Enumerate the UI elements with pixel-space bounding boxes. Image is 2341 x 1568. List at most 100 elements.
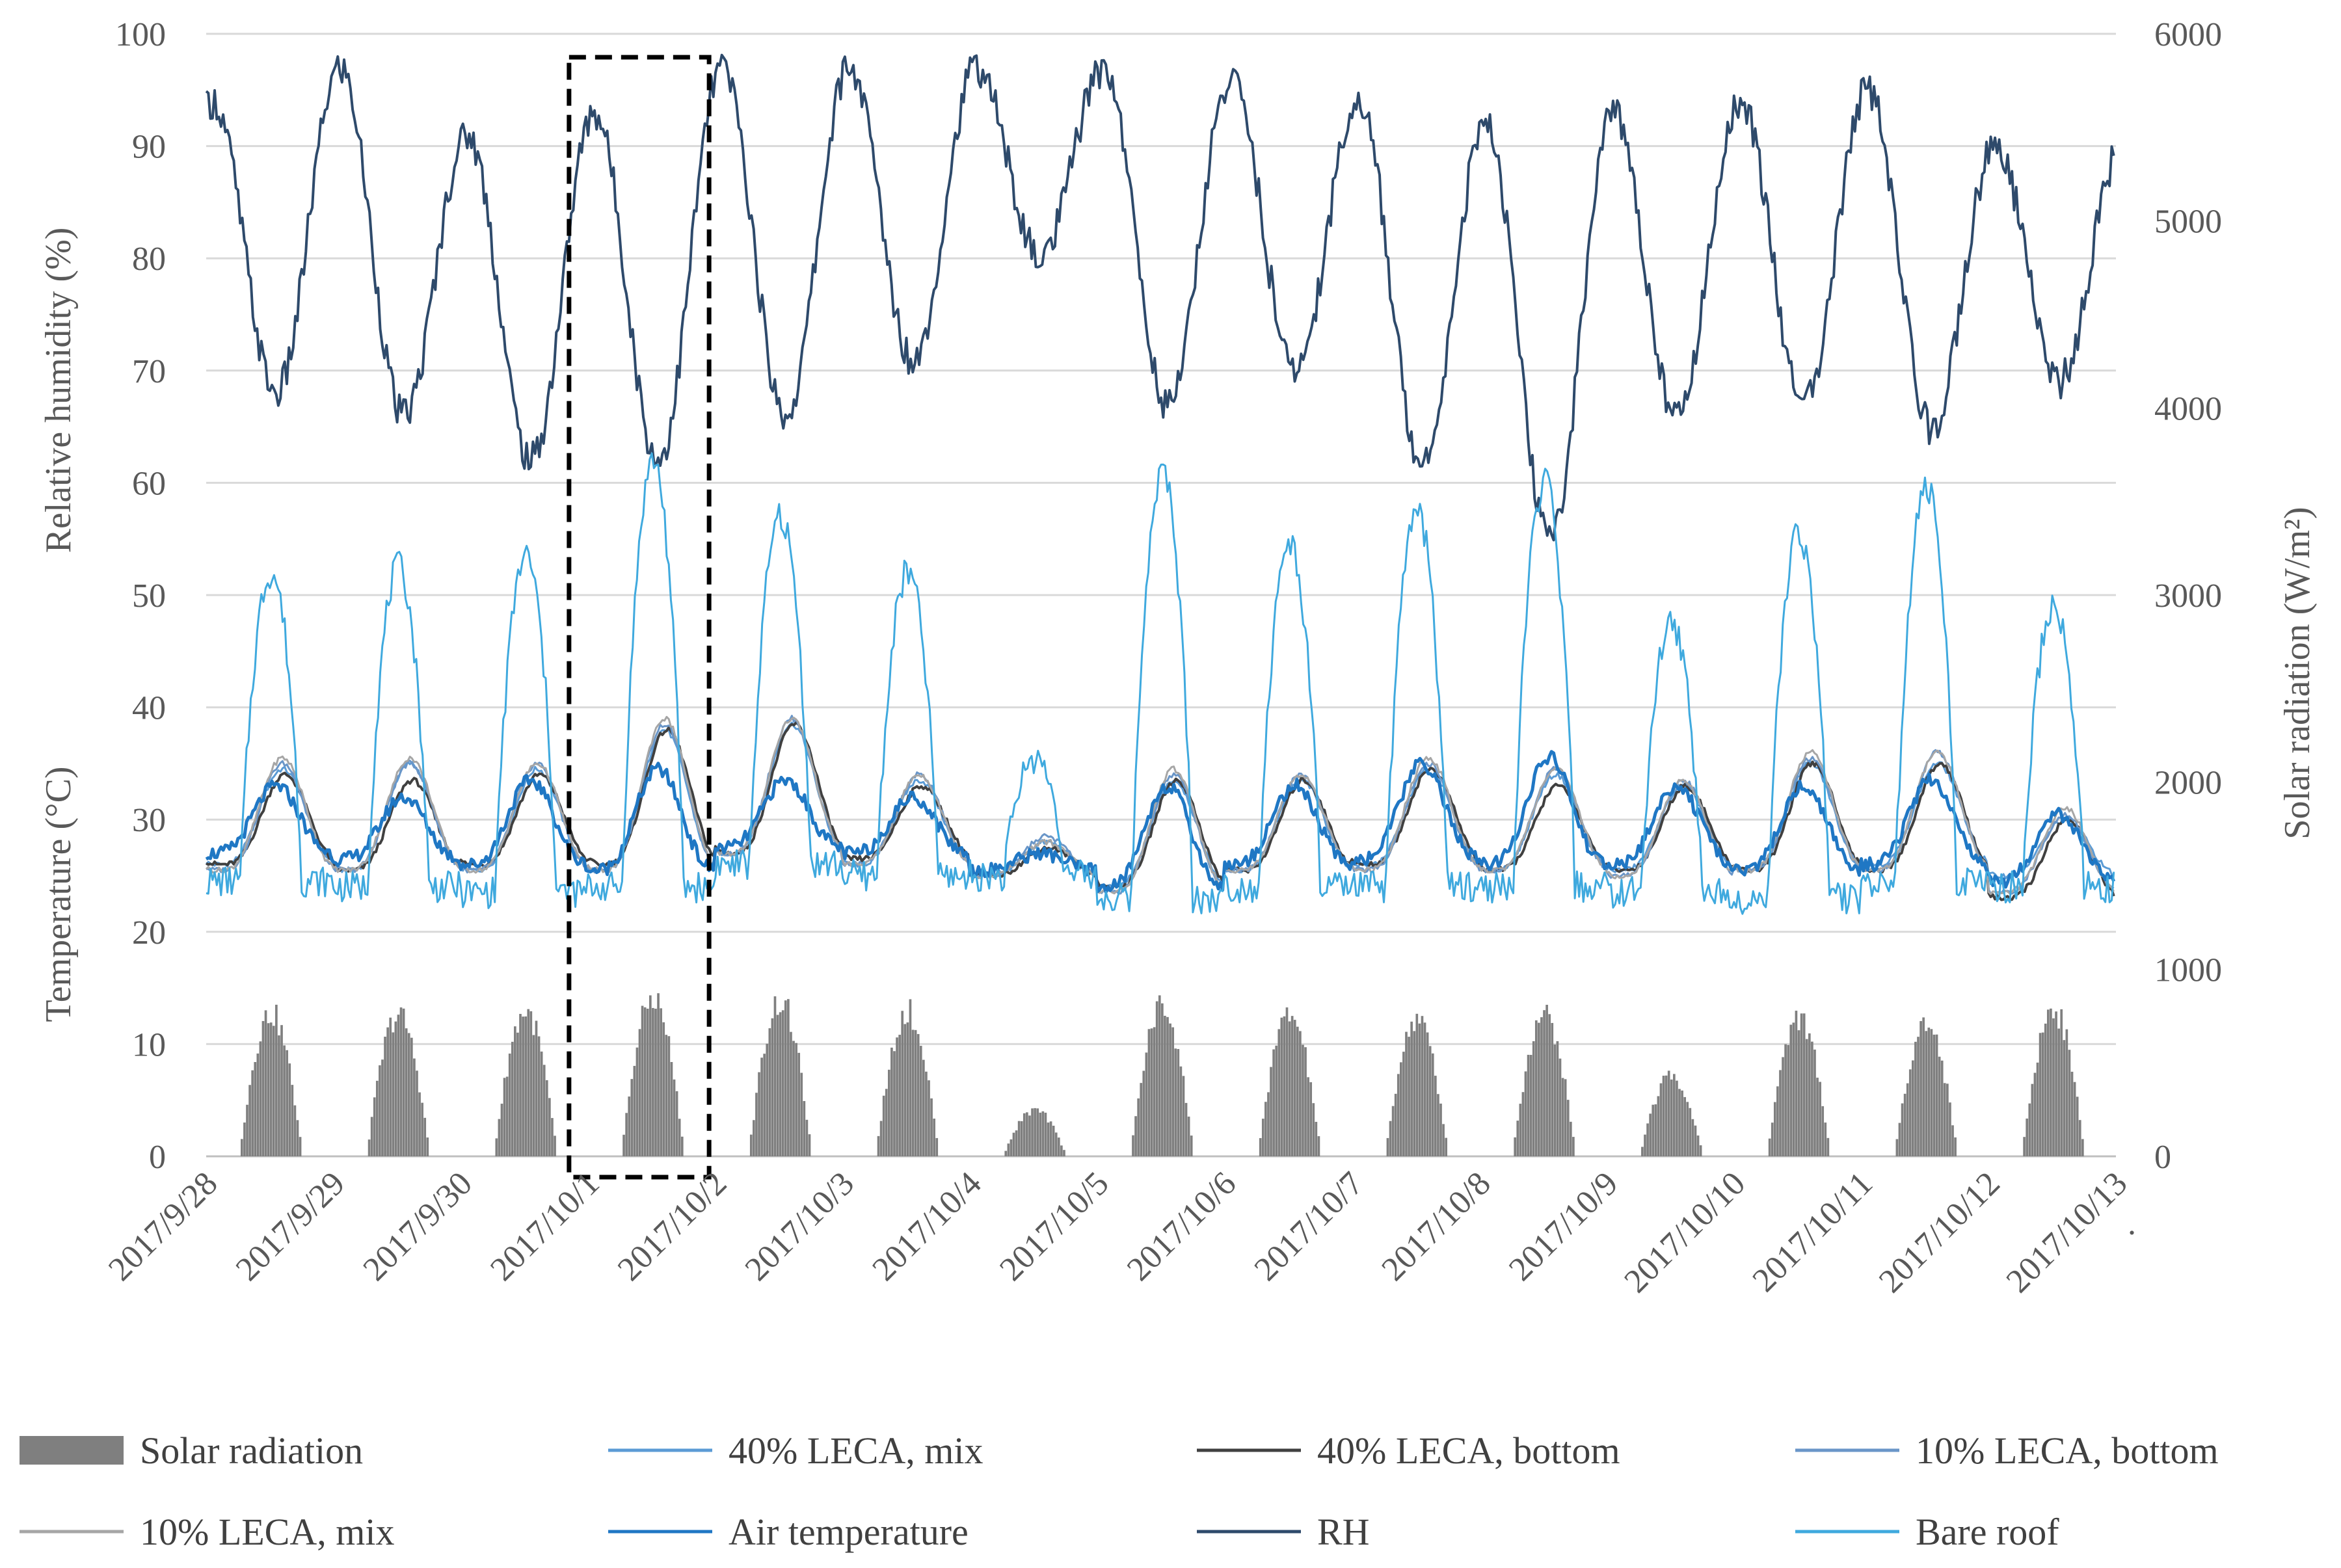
solar-radiation-bar [660, 1008, 662, 1156]
x-tick-label: 2017/10/1 [483, 1165, 606, 1288]
solar-radiation-bar [1302, 1044, 1304, 1156]
solar-radiation-bar [1920, 1021, 1922, 1156]
solar-radiation-bar [1670, 1079, 1673, 1156]
highlight-box [567, 55, 712, 1180]
legend-item-solar-radiation: Solar radiation [140, 1429, 363, 1472]
solar-radiation-bar [1036, 1108, 1039, 1156]
solar-radiation-bar [1521, 1092, 1525, 1156]
solar-radiation-bar [1296, 1026, 1299, 1156]
solar-radiation-bar [1264, 1102, 1267, 1156]
solar-radiation-bar [1773, 1102, 1776, 1156]
solar-radiation-bar [495, 1138, 498, 1156]
solar-radiation-bar [625, 1113, 628, 1156]
solar-radiation-bar [1171, 1027, 1174, 1156]
solar-radiation-bar [529, 1011, 533, 1156]
solar-radiation-bar [2057, 1028, 2060, 1156]
left-tick-label: 0 [149, 1139, 166, 1176]
solar-radiation-bar [882, 1095, 885, 1156]
series-lines [205, 53, 2116, 915]
legend: Solar radiation 40% LECA, mix 40% LECA, bo… [20, 1429, 2219, 1553]
left-tick-label: 30 [132, 802, 166, 839]
solar-radiation-bar [1307, 1077, 1309, 1156]
solar-radiation-bar [1182, 1076, 1185, 1156]
left-tick-label: 20 [132, 914, 166, 951]
solar-radiation-bar [673, 1079, 676, 1156]
solar-radiation-bar [1267, 1092, 1270, 1156]
solar-radiation-bar [885, 1089, 888, 1156]
solar-radiation-bar [1317, 1136, 1320, 1156]
solar-radiation-bar [2023, 1137, 2026, 1156]
right-tick-label: 3000 [2154, 578, 2222, 615]
solar-radiation-bar [1686, 1102, 1689, 1156]
solar-radiation-bar [1922, 1017, 1925, 1156]
solar-radiation-bar [1659, 1083, 1663, 1156]
solar-radiation-bar [1519, 1104, 1522, 1156]
solar-radiation-bar [1012, 1132, 1015, 1156]
solar-radiation-bar [2046, 1009, 2050, 1156]
solar-radiation-bar [1153, 1027, 1156, 1156]
solar-radiation-bar [1134, 1116, 1137, 1156]
solar-radiation-bar [797, 1052, 801, 1156]
solar-radiation-bar [1285, 1007, 1289, 1156]
solar-radiation-bar [667, 1036, 671, 1156]
solar-radiation-bar [1768, 1138, 1771, 1156]
solar-radiation-bar [652, 1007, 654, 1156]
solar-radiation-bar [1400, 1062, 1402, 1156]
x-tick-label: 2017/9/30 [356, 1165, 479, 1288]
solar-radiation-bar [1166, 1017, 1169, 1156]
solar-radiation-bar [1288, 1021, 1291, 1156]
solar-radiation-bar [551, 1118, 554, 1156]
solar-radiation-bar [1935, 1034, 1938, 1156]
solar-radiation-bar [405, 1028, 408, 1156]
solar-radiation-bar [1901, 1103, 1904, 1156]
solar-radiation-bar [1270, 1067, 1272, 1156]
legend-item-solar-radiation-swatch [20, 1436, 124, 1465]
right-axis-title: Solar radiation (W/m²) [2277, 507, 2318, 839]
solar-radiation-bar [1569, 1121, 1572, 1156]
solar-radiation-bar [1261, 1119, 1264, 1156]
solar-radiation-bar [410, 1037, 413, 1156]
solar-radiation-bar [1312, 1103, 1315, 1156]
solar-radiation-bar [1683, 1096, 1686, 1156]
solar-radiation-bar [901, 1011, 904, 1156]
solar-radiation-bar [1657, 1096, 1660, 1156]
solar-radiation-bar [1272, 1049, 1275, 1156]
solar-radiation-bar [524, 1016, 528, 1156]
solar-radiation-bar [933, 1118, 935, 1156]
solar-radiation-bar [1543, 1010, 1545, 1156]
solar-radiation-bar [1789, 1024, 1793, 1156]
solar-radiation-bar [537, 1036, 541, 1156]
solar-radiation-bar [2041, 1032, 2044, 1156]
solar-radiation-bar [1140, 1083, 1143, 1156]
left-tick-label: 100 [115, 16, 166, 53]
solar-radiation-bar [1784, 1044, 1787, 1156]
solar-radiation-bar [251, 1070, 254, 1156]
solar-radiation-bar [1771, 1123, 1774, 1156]
solar-radiation-bar [654, 1009, 657, 1156]
solar-radiation-bar [763, 1054, 766, 1156]
right-axis-ticks: 0 1000 2000 3000 4000 5000 6000 [2154, 16, 2222, 1176]
solar-radiation-bar [527, 1009, 530, 1156]
solar-radiation-bar [2031, 1083, 2034, 1156]
solar-radiation-bar [293, 1105, 297, 1156]
solar-radiation-bar [275, 1004, 278, 1156]
x-tick-label: 2017/10/2 [611, 1165, 734, 1288]
solar-radiation-bar [768, 1028, 771, 1156]
solar-radiation-bar [1439, 1103, 1442, 1156]
solar-radiation-bar [1293, 1020, 1296, 1156]
solar-radiation-bar [1299, 1031, 1302, 1156]
solar-radiation-bar [540, 1051, 543, 1156]
solar-radiation-bar [2033, 1072, 2037, 1156]
solar-radiation-bar [1665, 1075, 1668, 1156]
solar-radiation-bar [246, 1104, 248, 1156]
solar-radiation-bar [1540, 1017, 1543, 1156]
solar-radiation-bar [286, 1050, 289, 1156]
solar-radiation-bar [916, 1033, 920, 1156]
solar-radiation-bar [790, 1031, 792, 1156]
x-tick-label: 2017/10/5 [993, 1165, 1116, 1288]
solar-radiation-bar [1017, 1121, 1021, 1156]
solar-radiation-bar [1538, 1022, 1540, 1156]
solar-radiation-bar [2063, 1040, 2066, 1156]
solar-radiation-bar [1044, 1112, 1047, 1156]
solar-radiation-bar [384, 1037, 386, 1156]
